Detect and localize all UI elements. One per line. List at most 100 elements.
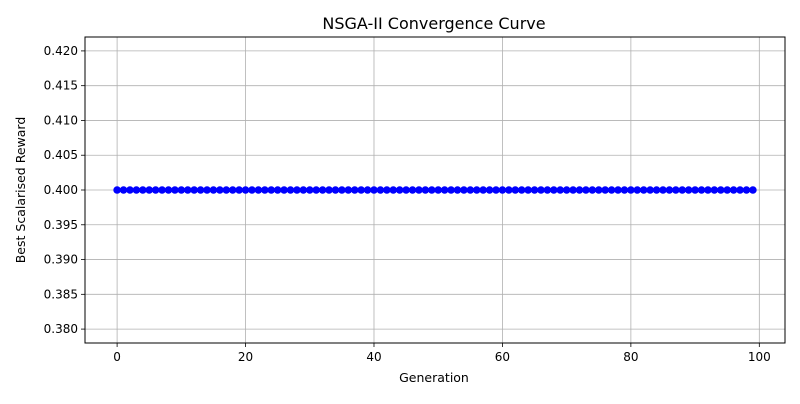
- x-axis-label: Generation: [399, 370, 469, 385]
- data-point: [273, 186, 282, 194]
- data-point: [408, 186, 417, 194]
- y-axis-label: Best Scalarised Reward: [13, 117, 28, 264]
- data-point: [331, 186, 340, 194]
- data-point: [389, 186, 398, 194]
- data-point: [697, 186, 706, 194]
- data-point: [652, 186, 661, 194]
- data-point: [524, 186, 532, 194]
- data-point: [582, 186, 590, 194]
- data-point: [492, 186, 500, 194]
- data-point: [286, 186, 295, 194]
- data-point: [434, 186, 443, 194]
- data-point: [672, 186, 680, 194]
- data-point: [228, 186, 237, 194]
- y-tick-label: 0.390: [44, 253, 78, 267]
- data-point: [196, 186, 205, 194]
- data-point: [601, 186, 609, 194]
- data-point: [350, 186, 359, 194]
- data-point: [466, 186, 475, 194]
- data-point: [254, 186, 263, 194]
- data-point: [749, 186, 757, 194]
- data-point: [556, 186, 565, 194]
- data-point: [267, 186, 276, 194]
- x-tick-label: 80: [623, 350, 638, 364]
- data-point: [594, 186, 603, 194]
- data-point: [312, 186, 320, 194]
- data-point: [261, 186, 269, 194]
- x-tick-label: 40: [366, 350, 381, 364]
- data-point: [627, 186, 635, 194]
- x-tick-label: 0: [113, 350, 121, 364]
- data-point: [216, 186, 224, 194]
- data-point: [569, 186, 577, 194]
- data-point: [402, 186, 410, 194]
- data-point: [415, 186, 423, 194]
- y-tick-label: 0.410: [44, 113, 78, 127]
- x-tick-label: 20: [238, 350, 253, 364]
- series-points: [113, 186, 757, 194]
- data-point: [505, 186, 513, 194]
- data-point: [460, 186, 468, 194]
- data-point: [678, 186, 687, 194]
- data-point: [357, 186, 365, 194]
- y-tick-label: 0.380: [44, 322, 78, 336]
- y-tick-label: 0.405: [44, 148, 78, 162]
- data-point: [293, 186, 301, 194]
- data-point: [440, 186, 449, 194]
- data-point: [325, 186, 333, 194]
- data-point: [248, 186, 256, 194]
- data-point: [183, 186, 192, 194]
- data-point: [177, 186, 186, 194]
- y-tick-label: 0.415: [44, 79, 78, 93]
- data-point: [543, 186, 552, 194]
- data-point: [427, 186, 436, 194]
- data-point: [138, 186, 147, 194]
- data-point: [453, 186, 462, 194]
- data-point: [588, 186, 597, 194]
- data-point: [742, 186, 751, 194]
- chart-title: NSGA-II Convergence Curve: [322, 14, 545, 33]
- data-point: [646, 186, 654, 194]
- data-point: [639, 186, 648, 194]
- data-point: [190, 186, 198, 194]
- data-point: [119, 186, 128, 194]
- data-point: [620, 186, 629, 194]
- data-point: [729, 186, 738, 194]
- data-point: [344, 186, 353, 194]
- data-point: [498, 186, 507, 194]
- data-point: [113, 186, 121, 194]
- data-point: [530, 186, 539, 194]
- data-point: [691, 186, 699, 194]
- data-point: [479, 186, 487, 194]
- y-tick-label: 0.420: [44, 44, 78, 58]
- data-point: [395, 186, 404, 194]
- data-point: [562, 186, 571, 194]
- data-point: [299, 186, 308, 194]
- data-point: [126, 186, 134, 194]
- data-point: [383, 186, 391, 194]
- y-tick-label: 0.385: [44, 287, 78, 301]
- axis-ticks: 0 20 40 60 80 100 0.380 0.385 0.390 0.395 0.400 0.4…: [44, 44, 771, 364]
- data-point: [363, 186, 372, 194]
- data-point: [132, 186, 141, 194]
- y-tick-label: 0.395: [44, 218, 78, 232]
- data-point: [736, 186, 744, 194]
- data-point: [280, 186, 288, 194]
- data-point: [575, 186, 584, 194]
- data-point: [684, 186, 693, 194]
- data-point: [723, 186, 732, 194]
- data-point: [164, 186, 173, 194]
- data-point: [370, 186, 378, 194]
- data-point: [209, 186, 218, 194]
- data-point: [318, 186, 327, 194]
- data-point: [716, 186, 725, 194]
- data-point: [665, 186, 674, 194]
- data-point: [704, 186, 712, 194]
- data-point: [447, 186, 455, 194]
- data-point: [241, 186, 250, 194]
- data-point: [158, 186, 166, 194]
- data-point: [171, 186, 179, 194]
- data-point: [550, 186, 558, 194]
- data-point: [517, 186, 526, 194]
